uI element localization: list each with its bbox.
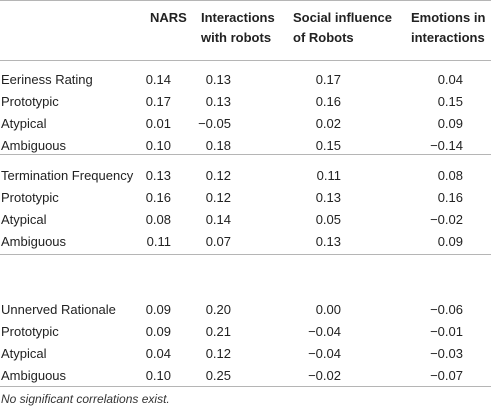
cell-social: 0.00 [315, 302, 341, 317]
header-emotions-line2: interactions [411, 30, 485, 45]
cell-interactions: 0.14 [205, 212, 231, 227]
header-emotions: Emotions in interactions [411, 8, 485, 48]
cell-nars: 0.04 [145, 346, 171, 361]
cell-interactions: 0.20 [205, 302, 231, 317]
cell-nars: 0.09 [145, 324, 171, 339]
table-row: Atypical 0.04 0.12 −0.04 −0.03 [0, 343, 491, 365]
cell-interactions: −0.05 [198, 116, 231, 131]
header-rule [0, 60, 491, 61]
cell-emotions: −0.06 [430, 302, 463, 317]
cell-emotions: −0.14 [430, 138, 463, 153]
table-row: Unnerved Rationale 0.09 0.20 0.00 −0.06 [0, 299, 491, 321]
row-label: Prototypic [1, 94, 59, 109]
row-label: Prototypic [1, 324, 59, 339]
header-emotions-line1: Emotions in [411, 10, 486, 25]
table-row: Termination Frequency 0.13 0.12 0.11 0.0… [0, 165, 491, 187]
header-nars-line1: NARS [150, 10, 187, 25]
cell-interactions: 0.13 [205, 94, 231, 109]
row-label: Atypical [1, 116, 47, 131]
row-label: Atypical [1, 346, 47, 361]
cell-nars: 0.01 [145, 116, 171, 131]
row-label: Ambiguous [1, 234, 67, 249]
table-row: Atypical 0.08 0.14 0.05 −0.02 [0, 209, 491, 231]
cell-interactions: 0.18 [205, 138, 231, 153]
table-row: Ambiguous 0.11 0.07 0.13 0.09 [0, 231, 491, 253]
table-row: Atypical 0.01 −0.05 0.02 0.09 [0, 113, 491, 135]
cell-emotions: −0.07 [430, 368, 463, 383]
row-label: Eeriness Rating [1, 72, 93, 87]
cell-social: 0.17 [315, 72, 341, 87]
cell-nars: 0.10 [145, 368, 171, 383]
cell-social: 0.13 [315, 190, 341, 205]
row-label: Unnerved Rationale [1, 302, 116, 317]
table-bottom-rule [0, 386, 491, 387]
cell-interactions: 0.13 [205, 72, 231, 87]
cell-social: 0.15 [315, 138, 341, 153]
cell-interactions: 0.12 [205, 190, 231, 205]
cell-interactions: 0.12 [205, 168, 231, 183]
row-label: Prototypic [1, 190, 59, 205]
header-social-influence: Social influence of Robots [293, 8, 392, 48]
cell-social: −0.04 [308, 346, 341, 361]
block-rule [0, 254, 491, 255]
cell-nars: 0.13 [145, 168, 171, 183]
cell-nars: 0.09 [145, 302, 171, 317]
header-social-line2: of Robots [293, 30, 354, 45]
table-row: Prototypic 0.09 0.21 −0.04 −0.01 [0, 321, 491, 343]
cell-social: −0.04 [308, 324, 341, 339]
cell-emotions: 0.15 [437, 94, 463, 109]
cell-interactions: 0.12 [205, 346, 231, 361]
cell-interactions: 0.25 [205, 368, 231, 383]
header-interactions-with-robots: Interactions with robots [201, 8, 275, 48]
cell-emotions: 0.09 [437, 234, 463, 249]
cell-emotions: −0.01 [430, 324, 463, 339]
cell-nars: 0.17 [145, 94, 171, 109]
cell-nars: 0.16 [145, 190, 171, 205]
table-row: Ambiguous 0.10 0.25 −0.02 −0.07 [0, 365, 491, 387]
header-interactions-line2: with robots [201, 30, 272, 45]
cell-social: −0.02 [308, 368, 341, 383]
table-row: Prototypic 0.16 0.12 0.13 0.16 [0, 187, 491, 209]
header-nars: NARS [150, 8, 187, 28]
cell-emotions: 0.08 [437, 168, 463, 183]
cell-interactions: 0.07 [205, 234, 231, 249]
cell-social: 0.05 [315, 212, 341, 227]
header-social-line1: Social influence [293, 10, 392, 25]
table-row: Ambiguous 0.10 0.18 0.15 −0.14 [0, 135, 491, 157]
cell-emotions: 0.04 [437, 72, 463, 87]
row-label: Termination Frequency [1, 168, 134, 183]
table-row: Eeriness Rating 0.14 0.13 0.17 0.04 [0, 69, 491, 91]
cell-social: 0.13 [315, 234, 341, 249]
cell-nars: 0.14 [145, 72, 171, 87]
cell-social: 0.11 [316, 168, 341, 183]
cell-social: 0.02 [315, 116, 341, 131]
row-label: Atypical [1, 212, 47, 227]
cell-emotions: −0.02 [430, 212, 463, 227]
cell-nars: 0.08 [145, 212, 171, 227]
cell-emotions: 0.16 [437, 190, 463, 205]
cell-social: 0.16 [315, 94, 341, 109]
row-label: Ambiguous [1, 138, 67, 153]
cell-emotions: −0.03 [430, 346, 463, 361]
cell-nars: 0.10 [145, 138, 171, 153]
row-label: Ambiguous [1, 368, 67, 383]
cell-interactions: 0.21 [205, 324, 231, 339]
table-row: Prototypic 0.17 0.13 0.16 0.15 [0, 91, 491, 113]
cell-nars: 0.11 [146, 234, 171, 249]
table-footnote: No significant correlations exist. [1, 392, 170, 406]
table-top-rule [0, 0, 491, 1]
block-rule [0, 154, 491, 155]
header-interactions-line1: Interactions [201, 10, 275, 25]
cell-emotions: 0.09 [437, 116, 463, 131]
